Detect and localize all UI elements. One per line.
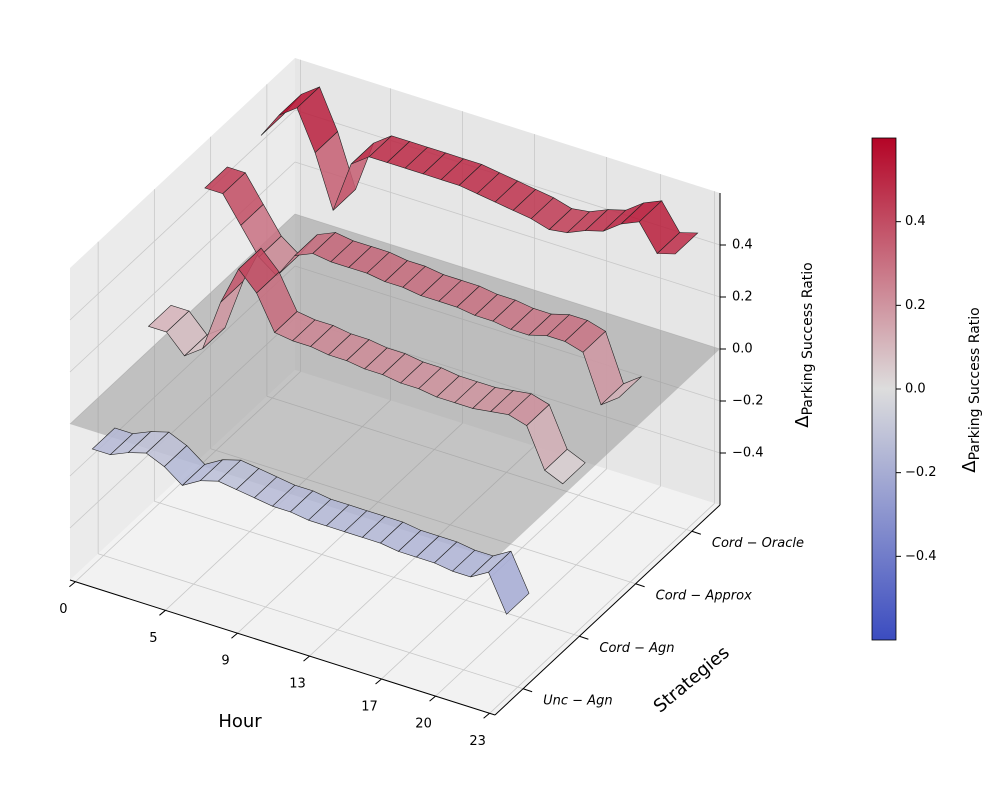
x-tick xyxy=(483,712,490,719)
z-label-symbol: Δ xyxy=(792,415,813,428)
y-tick xyxy=(635,583,645,588)
colorbar-tick-label: 0.0 xyxy=(905,382,926,397)
grid-line xyxy=(294,213,721,350)
colorbar xyxy=(871,137,897,641)
x-axis-label: Hour xyxy=(218,711,262,732)
x-axis-line xyxy=(69,579,496,716)
z-axis-label: ΔParking Success Ratio xyxy=(792,262,816,427)
z-tick-label: 0.4 xyxy=(732,238,753,253)
surface-cell xyxy=(544,448,586,485)
z-label-subscript: Parking Success Ratio xyxy=(800,262,816,415)
colorbar-tick-label: 0.2 xyxy=(905,298,926,313)
x-tick-label: 20 xyxy=(415,717,432,732)
z-tick-label: −0.2 xyxy=(732,394,764,409)
y-axis-line xyxy=(494,504,721,716)
surface-cell xyxy=(600,376,642,406)
colorbar-tick-label: −0.2 xyxy=(905,465,937,480)
y-tick-label: Cord − Agn xyxy=(599,641,674,656)
colorbar-tick-label: 0.4 xyxy=(905,214,926,229)
colorbar-label-symbol: Δ xyxy=(959,460,980,473)
x-tick-label: 5 xyxy=(149,631,157,646)
x-tick xyxy=(303,655,310,662)
y-tick-label: Unc − Agn xyxy=(543,693,612,708)
x-tick-label: 9 xyxy=(221,654,229,669)
grid-line xyxy=(294,161,721,298)
z-tick-label: 0.2 xyxy=(732,290,753,305)
x-tick xyxy=(159,609,166,616)
z-tick-label: 0.0 xyxy=(732,342,753,357)
colorbar-tick-label: −0.4 xyxy=(905,549,937,564)
x-tick-label: 23 xyxy=(469,734,486,749)
y-tick xyxy=(522,688,533,693)
colorbar-label: ΔParking Success Ratio xyxy=(959,307,983,472)
y-tick xyxy=(579,635,589,640)
x-tick-label: 0 xyxy=(59,602,67,617)
x-tick xyxy=(231,632,238,639)
grid-line xyxy=(489,502,715,714)
grid-line xyxy=(69,109,296,321)
surface-cell xyxy=(488,550,530,615)
x-tick xyxy=(429,695,436,702)
x-tick xyxy=(69,581,76,588)
plot-area: 0 5 9 13 17 20 23 Unc − Agn Cord − Agn Cord − App… xyxy=(59,58,804,749)
surface-cell xyxy=(656,232,699,255)
y-tick xyxy=(691,530,702,535)
grid-line xyxy=(294,265,721,402)
x-tick-label: 13 xyxy=(289,677,306,692)
grid-line xyxy=(69,317,296,529)
grid-line xyxy=(98,553,524,690)
z-tick-label: −0.4 xyxy=(732,446,764,461)
grid-line xyxy=(266,395,692,532)
grid-line xyxy=(435,485,661,697)
x-tick-label: 17 xyxy=(361,699,378,714)
grid-line xyxy=(210,448,636,585)
grid-line xyxy=(154,500,580,637)
y-tick-label: Cord − Oracle xyxy=(712,536,804,551)
colorbar-label-subscript: Parking Success Ratio xyxy=(967,307,983,460)
x-tick xyxy=(375,678,382,685)
y-tick-label: Cord − Approx xyxy=(656,588,752,603)
